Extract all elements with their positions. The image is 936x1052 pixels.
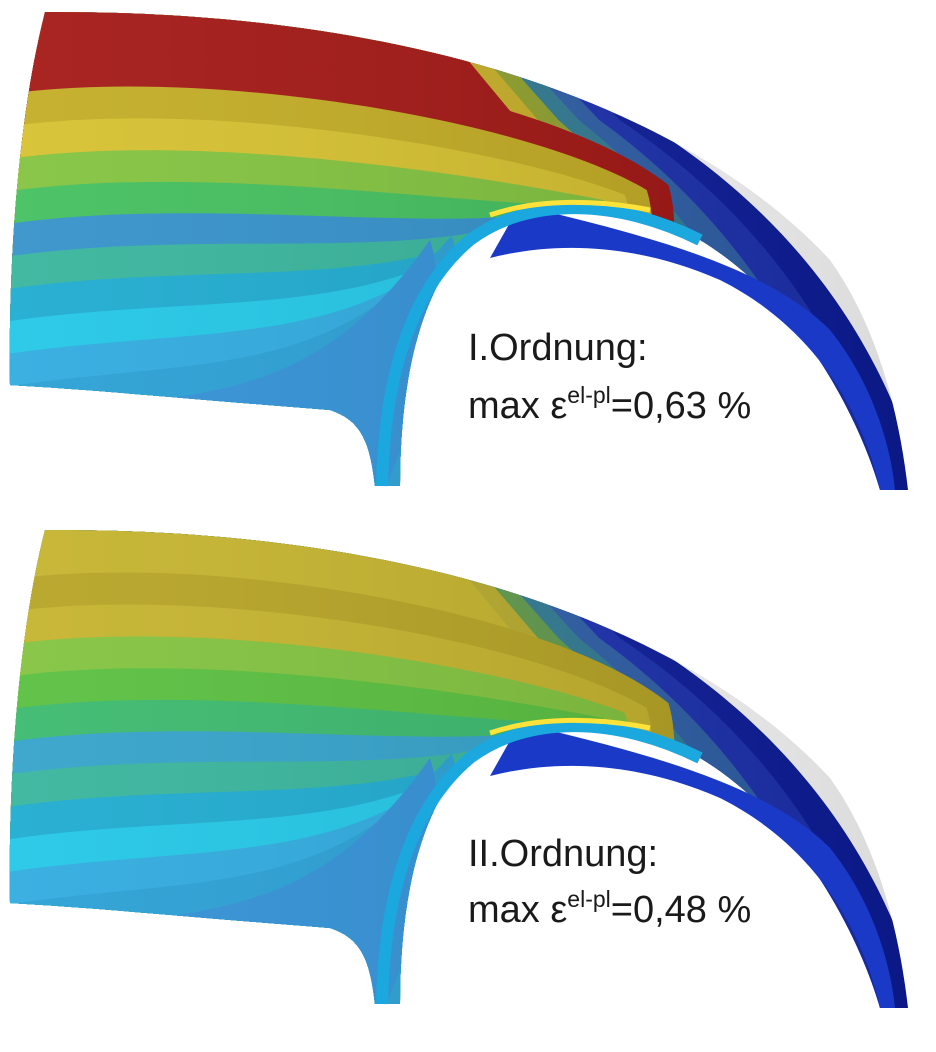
shell-inner-rim-second-order — [376, 720, 703, 1005]
order-label-second-order: II.Ordnung: — [468, 833, 659, 875]
shell-inner-rim-highlight-first-order — [489, 199, 651, 218]
surface-shading — [9, 11, 909, 491]
max-strain-prefix: max ε — [468, 385, 568, 427]
max-strain-label-first-order: max εel-pl=0,63 % — [468, 380, 751, 432]
shell-inner-rim-highlight-second-order — [489, 717, 651, 736]
surface-shading — [9, 529, 909, 1009]
fem-result-panel-second-order: II.Ordnung: max εel-pl=0,48 % — [0, 518, 936, 1044]
max-strain-value: =0,63 % — [610, 385, 752, 427]
max-strain-superscript: el-pl — [567, 382, 611, 408]
deformed-shell-plot-first-order — [9, 11, 909, 491]
deformed-shell-plot-second-order — [9, 529, 909, 1009]
max-strain-superscript: el-pl — [567, 886, 611, 912]
max-strain-label-second-order: max εel-pl=0,48 % — [468, 884, 751, 936]
max-strain-value: =0,48 % — [610, 889, 752, 931]
shell-surface-second-order — [9, 529, 909, 1009]
shell-inner-face-second-order — [490, 723, 895, 1008]
max-strain-prefix: max ε — [468, 889, 568, 931]
shell-inner-face-first-order — [490, 205, 895, 490]
order-label-first-order: I.Ordnung: — [468, 327, 648, 369]
shell-surface-first-order — [9, 11, 909, 491]
shell-inner-rim-first-order — [376, 202, 703, 487]
fem-result-panel-first-order: I.Ordnung: max εel-pl=0,63 % — [9, 11, 909, 491]
